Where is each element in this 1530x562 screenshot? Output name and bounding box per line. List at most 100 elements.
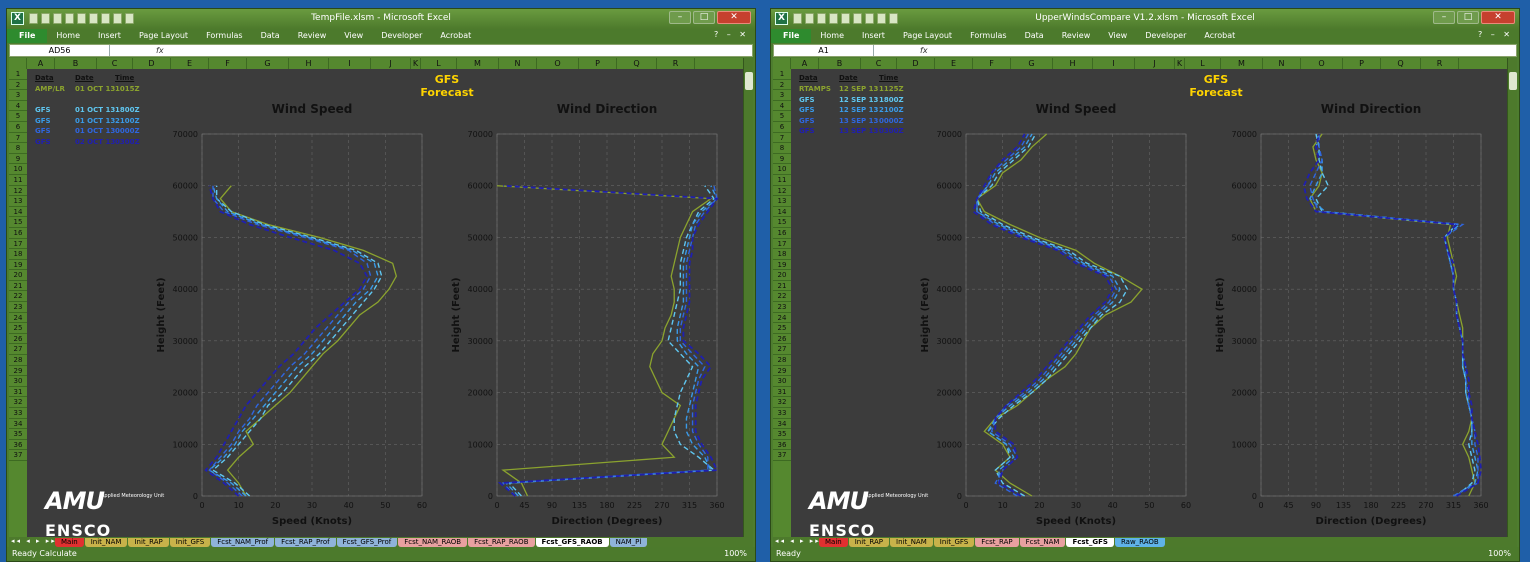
row-header[interactable]: 31 bbox=[9, 387, 27, 398]
row-header[interactable]: 12 bbox=[773, 186, 791, 197]
sheet-tab-init-gfs[interactable]: Init_GFS bbox=[933, 537, 975, 547]
maximize-button[interactable]: □ bbox=[693, 11, 715, 24]
ribbon-tab-view[interactable]: View bbox=[344, 31, 364, 40]
row-header[interactable]: 25 bbox=[773, 323, 791, 334]
table-cell[interactable]: RTAMPS bbox=[799, 85, 831, 93]
column-header-o[interactable]: O bbox=[1301, 58, 1343, 69]
new-file-icon[interactable] bbox=[29, 13, 38, 24]
ribbon-tab-review[interactable]: Review bbox=[297, 31, 327, 40]
row-header[interactable]: 16 bbox=[9, 228, 27, 239]
row-header[interactable]: 12 bbox=[9, 186, 27, 197]
minimize-button[interactable]: – bbox=[669, 11, 691, 24]
column-header-l[interactable]: L bbox=[421, 58, 457, 69]
ribbon-tab-formulas[interactable]: Formulas bbox=[206, 31, 243, 40]
ribbon-tab-data[interactable]: Data bbox=[260, 31, 280, 40]
row-header[interactable]: 17 bbox=[9, 239, 27, 250]
row-header[interactable]: 35 bbox=[9, 429, 27, 440]
row-header[interactable]: 13 bbox=[9, 196, 27, 207]
column-header-p[interactable]: P bbox=[1343, 58, 1381, 69]
row-header[interactable]: 23 bbox=[773, 302, 791, 313]
row-header[interactable]: 29 bbox=[773, 366, 791, 377]
row-header[interactable]: 5 bbox=[9, 111, 27, 122]
row-header[interactable]: 24 bbox=[773, 313, 791, 324]
row-header[interactable]: 37 bbox=[773, 450, 791, 461]
function-icon[interactable]: fx bbox=[920, 46, 928, 55]
sheet-tab-fcst-gfs[interactable]: Fcst_GFS bbox=[1066, 537, 1114, 547]
row-header[interactable]: 31 bbox=[773, 387, 791, 398]
column-header-i[interactable]: I bbox=[329, 58, 371, 69]
row-header[interactable]: 2 bbox=[773, 80, 791, 91]
row-header[interactable]: 3 bbox=[773, 90, 791, 101]
ribbon-tab-developer[interactable]: Developer bbox=[381, 31, 423, 40]
column-header-r[interactable]: R bbox=[657, 58, 695, 69]
row-header[interactable]: 19 bbox=[9, 260, 27, 271]
sheet-tab-fcst-gfs-prof[interactable]: Fcst_GFS_Prof bbox=[336, 537, 398, 547]
column-header-d[interactable]: D bbox=[133, 58, 171, 69]
table-cell[interactable]: 1015Z bbox=[115, 85, 140, 93]
excel-app-icon[interactable]: X bbox=[11, 12, 24, 25]
row-header[interactable]: 30 bbox=[773, 376, 791, 387]
column-header-n[interactable]: N bbox=[499, 58, 537, 69]
table-cell[interactable]: 0300Z bbox=[879, 127, 904, 136]
row-header[interactable]: 36 bbox=[773, 440, 791, 451]
table-cell[interactable]: 12 SEP 13 bbox=[839, 95, 879, 104]
row-header[interactable]: 5 bbox=[773, 111, 791, 122]
redo-icon[interactable] bbox=[853, 13, 862, 24]
function-icon[interactable]: fx bbox=[156, 46, 164, 55]
table-cell[interactable]: 2100Z bbox=[115, 116, 140, 125]
sheet-tab-fcst-rap-prof[interactable]: Fcst_RAP_Prof bbox=[275, 537, 336, 547]
row-header[interactable]: 22 bbox=[773, 291, 791, 303]
column-header-d[interactable]: D bbox=[897, 58, 935, 69]
row-header[interactable]: 8 bbox=[773, 143, 791, 154]
table-cell[interactable]: GFS bbox=[35, 116, 51, 125]
row-header[interactable]: 26 bbox=[9, 334, 27, 345]
row-header[interactable]: 27 bbox=[9, 344, 27, 356]
sheet-tab-init-nam[interactable]: Init_NAM bbox=[84, 537, 128, 547]
column-header-k[interactable]: K bbox=[411, 58, 421, 69]
row-header[interactable]: 27 bbox=[773, 344, 791, 356]
table-cell[interactable]: 01 OCT 13 bbox=[75, 85, 116, 93]
save-icon[interactable] bbox=[817, 13, 826, 24]
table-cell[interactable]: 02 OCT 13 bbox=[75, 138, 116, 146]
column-header-k[interactable]: K bbox=[1175, 58, 1185, 69]
help-icon[interactable]: ? – ✕ bbox=[1477, 30, 1513, 39]
sort-icon[interactable] bbox=[101, 13, 110, 24]
column-header-g[interactable]: G bbox=[1011, 58, 1053, 69]
row-header[interactable]: 24 bbox=[9, 313, 27, 324]
chart-icon[interactable] bbox=[125, 13, 134, 24]
scroll-thumb[interactable] bbox=[745, 72, 753, 90]
sheet-tab-fcst-rap[interactable]: Fcst_RAP bbox=[975, 537, 1019, 547]
select-all-corner[interactable] bbox=[773, 58, 791, 69]
select-all-corner[interactable] bbox=[9, 58, 27, 69]
ribbon-tab-developer[interactable]: Developer bbox=[1145, 31, 1187, 40]
redo-icon[interactable] bbox=[89, 13, 98, 24]
row-header[interactable]: 30 bbox=[9, 376, 27, 387]
table-cell[interactable]: GFS bbox=[35, 138, 51, 146]
sheet-tab-fcst-gfs-raob[interactable]: Fcst_GFS_RAOB bbox=[535, 537, 609, 547]
close-button[interactable]: ✕ bbox=[717, 11, 751, 24]
column-header-h[interactable]: H bbox=[1053, 58, 1093, 69]
row-header[interactable]: 4 bbox=[773, 101, 791, 112]
row-header[interactable]: 17 bbox=[773, 239, 791, 250]
column-header-i[interactable]: I bbox=[1093, 58, 1135, 69]
row-header[interactable]: 33 bbox=[773, 408, 791, 419]
ribbon-tab-data[interactable]: Data bbox=[1024, 31, 1044, 40]
sheet-tab-main[interactable]: Main bbox=[819, 537, 848, 547]
row-header[interactable]: 35 bbox=[773, 429, 791, 440]
ribbon-tab-view[interactable]: View bbox=[1108, 31, 1128, 40]
row-header[interactable]: 32 bbox=[9, 397, 27, 408]
table-cell[interactable]: 12 SEP 13 bbox=[839, 85, 879, 93]
sheet-tab-raw-raob[interactable]: Raw_RAOB bbox=[1114, 537, 1165, 547]
ribbon-tab-file[interactable]: File bbox=[771, 29, 812, 43]
row-header[interactable]: 34 bbox=[773, 419, 791, 430]
table-cell[interactable]: 13 SEP 13 bbox=[839, 116, 879, 125]
row-header[interactable]: 10 bbox=[773, 164, 791, 175]
column-header-a[interactable]: A bbox=[791, 58, 819, 69]
row-header[interactable]: 15 bbox=[773, 217, 791, 228]
row-header[interactable]: 19 bbox=[773, 260, 791, 271]
row-header[interactable]: 23 bbox=[9, 302, 27, 313]
table-cell[interactable]: 01 OCT 13 bbox=[75, 106, 116, 115]
row-header[interactable]: 4 bbox=[9, 101, 27, 112]
table-cell[interactable]: GFS bbox=[799, 127, 815, 136]
row-header[interactable]: 13 bbox=[773, 196, 791, 207]
